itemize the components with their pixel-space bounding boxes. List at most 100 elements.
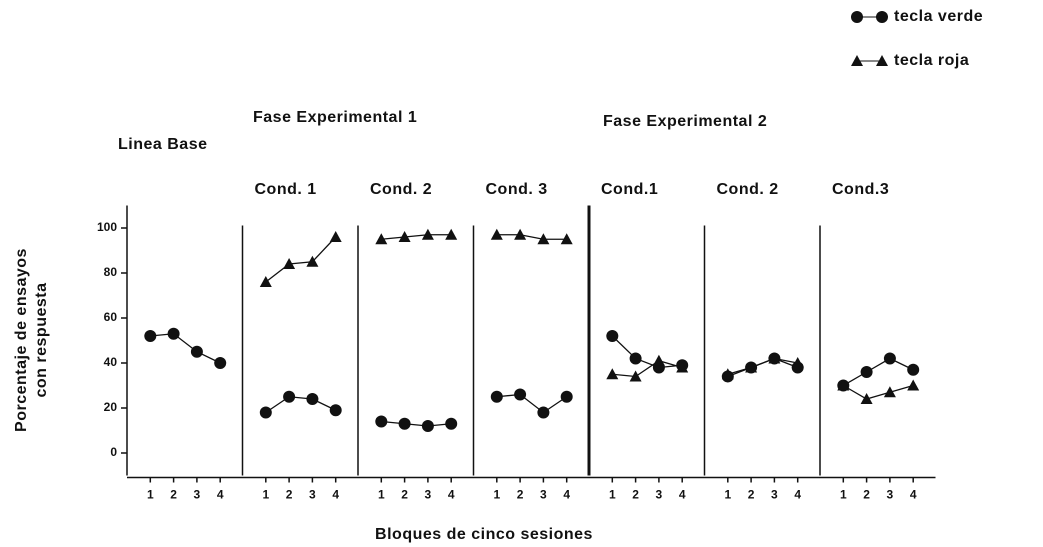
- data-point: [190, 345, 203, 358]
- y-axis-label: con respuesta: [33, 283, 50, 398]
- x-tick-label: 1: [724, 488, 731, 502]
- legend-marker: [876, 55, 888, 66]
- data-point: [283, 258, 296, 269]
- x-tick-label: 4: [679, 488, 686, 502]
- x-tick-label: 4: [910, 488, 917, 502]
- data-point: [306, 393, 319, 405]
- y-tick-label: 20: [104, 400, 118, 414]
- data-point: [560, 390, 573, 403]
- y-tick-label: 0: [110, 445, 117, 459]
- data-point: [398, 231, 411, 242]
- data-point: [398, 417, 411, 430]
- panel-title: Cond.1: [601, 181, 658, 198]
- panel-title: Cond. 1: [255, 181, 317, 198]
- series-line: [727, 357, 798, 375]
- data-point: [537, 406, 550, 419]
- data-point: [214, 357, 227, 369]
- x-tick-label: 3: [656, 488, 663, 502]
- data-point: [259, 276, 272, 287]
- panel-title: Cond. 3: [486, 181, 548, 198]
- legend-marker: [876, 11, 888, 23]
- series-line: [381, 420, 452, 427]
- data-point: [375, 233, 388, 245]
- data-point: [490, 390, 503, 403]
- data-point: [421, 228, 434, 240]
- data-point: [860, 366, 873, 378]
- legend-marker: [851, 55, 863, 66]
- data-point: [721, 368, 734, 380]
- x-axis-label: Bloques de cinco sesiones: [375, 526, 593, 543]
- x-tick-label: 4: [448, 488, 455, 502]
- y-axis-label: Porcentaje de ensayos: [13, 248, 30, 432]
- legend-label: tecla verde: [894, 8, 983, 25]
- x-tick-label: 2: [748, 488, 755, 502]
- x-tick-label: 1: [262, 488, 269, 502]
- data-point: [791, 357, 804, 368]
- data-point: [306, 255, 319, 267]
- series-line: [496, 234, 567, 240]
- x-tick-label: 2: [170, 488, 177, 502]
- data-point: [907, 363, 920, 376]
- data-point: [629, 352, 642, 365]
- series-line: [842, 384, 914, 400]
- x-tick-label: 2: [863, 488, 870, 502]
- data-point: [676, 361, 689, 373]
- x-tick-label: 4: [794, 488, 801, 502]
- x-tick-label: 4: [332, 488, 339, 502]
- data-point: [652, 354, 665, 366]
- data-point: [768, 352, 781, 364]
- data-point: [329, 404, 342, 417]
- x-tick-label: 3: [194, 488, 201, 502]
- series-line: [150, 333, 221, 364]
- x-tick-label: 1: [840, 488, 847, 502]
- series-line: [612, 360, 683, 378]
- x-tick-label: 3: [887, 488, 894, 502]
- data-point: [329, 231, 342, 242]
- data-point: [537, 233, 550, 245]
- y-tick-label: 40: [104, 355, 118, 369]
- y-tick-label: 100: [97, 220, 117, 234]
- phase-label: Fase Experimental 1: [253, 109, 417, 126]
- x-tick-label: 1: [147, 488, 154, 502]
- data-point: [606, 368, 619, 380]
- series-line: [842, 357, 914, 387]
- data-point: [445, 417, 458, 430]
- series-line: [611, 335, 683, 369]
- phase-label: Linea Base: [118, 136, 207, 153]
- data-point: [514, 388, 527, 401]
- x-tick-label: 3: [309, 488, 316, 502]
- x-tick-label: 3: [425, 488, 432, 502]
- data-point: [606, 330, 619, 342]
- phase-label: Fase Experimental 2: [603, 113, 767, 130]
- data-point: [421, 420, 434, 432]
- x-tick-label: 4: [563, 488, 570, 502]
- y-tick-label: 80: [104, 265, 118, 279]
- x-tick-label: 2: [286, 488, 293, 502]
- data-point: [445, 228, 458, 240]
- x-tick-label: 1: [493, 488, 500, 502]
- data-point: [560, 233, 573, 245]
- legend-label: tecla roja: [894, 52, 969, 69]
- panel-title: Cond. 2: [717, 181, 779, 198]
- data-point: [745, 361, 758, 373]
- x-tick-label: 3: [771, 488, 778, 502]
- x-tick-label: 2: [632, 488, 639, 502]
- data-point: [514, 228, 527, 240]
- data-point: [283, 390, 296, 403]
- x-tick-label: 3: [540, 488, 547, 502]
- series-line: [381, 234, 452, 240]
- series-line: [265, 236, 337, 283]
- x-tick-label: 1: [378, 488, 385, 502]
- data-point: [144, 330, 157, 342]
- x-tick-label: 1: [609, 488, 616, 502]
- data-point: [375, 415, 388, 428]
- data-point: [837, 379, 850, 391]
- data-point: [907, 379, 920, 391]
- data-point: [860, 393, 873, 404]
- data-point: [883, 352, 896, 365]
- panel-title: Cond.3: [832, 181, 889, 198]
- y-tick-label: 60: [104, 310, 118, 324]
- data-point: [490, 228, 503, 240]
- series-line: [496, 393, 568, 414]
